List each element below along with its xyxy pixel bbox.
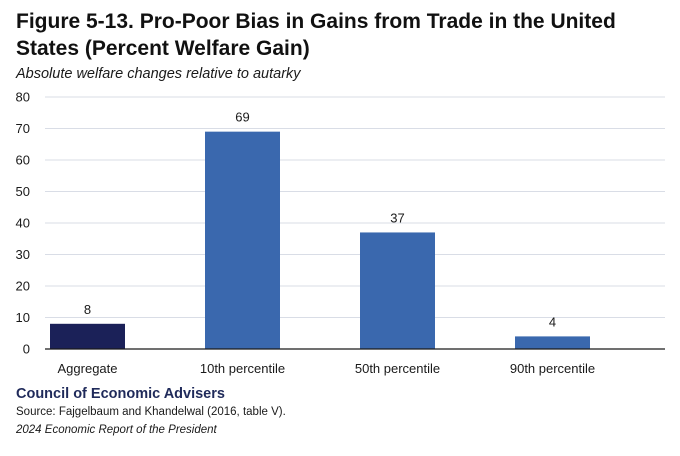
y-tick-label-40: 40	[16, 216, 30, 231]
bars	[50, 131, 590, 349]
y-gridlines	[45, 96, 665, 318]
category-label-3: 90th percentile	[510, 361, 595, 376]
data-label-1: 69	[235, 110, 249, 125]
y-tick-label-0: 0	[23, 342, 30, 357]
bar-10th-percentile	[205, 131, 280, 349]
chart-title: Figure 5-13. Pro-Poor Bias in Gains from…	[16, 10, 616, 60]
y-tick-label-20: 20	[16, 279, 30, 294]
footer-report: 2024 Economic Report of the President	[16, 424, 217, 436]
bar-50th-percentile	[360, 232, 435, 349]
bar-aggregate	[50, 323, 125, 349]
category-label-2: 50th percentile	[355, 361, 440, 376]
chart-subtitle: Absolute welfare changes relative to aut…	[16, 66, 301, 82]
x-category-labels: Aggregate 10th percentile 50th percentile 9…	[58, 361, 596, 376]
category-label-1: 10th percentile	[200, 361, 285, 376]
y-tick-label-10: 10	[16, 310, 30, 325]
footer-organization: Council of Economic Advisers	[16, 386, 225, 402]
data-label-0: 8	[84, 302, 91, 317]
category-label-0: Aggregate	[58, 361, 118, 376]
footer-source: Source: Fajgelbaum and Khandelwal (2016,…	[16, 406, 286, 418]
y-tick-label-60: 60	[16, 153, 30, 168]
y-tick-label-70: 70	[16, 121, 30, 136]
y-tick-label-80: 80	[16, 90, 30, 105]
y-tick-label-30: 30	[16, 247, 30, 262]
y-tick-label-50: 50	[16, 184, 30, 199]
data-label-2: 37	[390, 210, 404, 225]
bar-90th-percentile	[515, 336, 590, 349]
y-tick-labels: 0 10 20 30 40 50 60 70 80	[16, 90, 30, 357]
data-label-3: 4	[549, 314, 556, 329]
data-labels: 8 69 37 4	[84, 110, 556, 330]
bar-chart: 0 10 20 30 40 50 60 70 80 8 69 37 4 Aggregate 10th p…	[16, 90, 665, 376]
